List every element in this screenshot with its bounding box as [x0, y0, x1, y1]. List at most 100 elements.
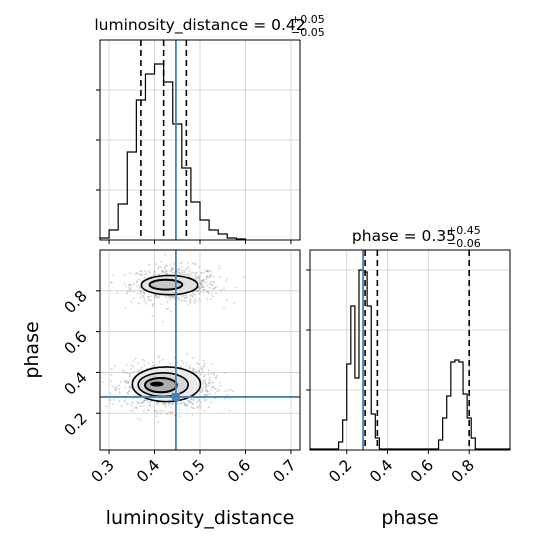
scatter-point	[166, 265, 168, 267]
scatter-point	[143, 291, 146, 294]
scatter-point	[153, 270, 156, 273]
scatter-point	[209, 274, 212, 277]
scatter-point	[193, 302, 196, 305]
scatter-point	[163, 266, 166, 269]
scatter-point	[242, 276, 245, 279]
scatter-point	[113, 386, 116, 389]
scatter-point	[202, 288, 205, 291]
scatter-point	[203, 271, 206, 274]
scatter-point	[124, 386, 127, 389]
y-tick-label: 0.8	[61, 287, 91, 317]
scatter-point	[161, 320, 164, 323]
scatter-point	[178, 408, 181, 411]
scatter-point	[214, 392, 217, 395]
scatter-point	[162, 271, 165, 274]
scatter-point	[147, 298, 150, 301]
scatter-point	[177, 297, 180, 300]
scatter-point	[187, 401, 190, 403]
scatter-point	[196, 290, 199, 292]
scatter-point	[198, 370, 200, 373]
tick-marks	[96, 290, 292, 454]
scatter-point	[199, 282, 202, 285]
scatter-point	[167, 412, 169, 415]
scatter-point	[197, 405, 200, 408]
scatter-point	[130, 404, 133, 407]
scatter-point	[200, 282, 203, 285]
scatter-point	[157, 421, 160, 423]
scatter-point	[226, 394, 229, 396]
scatter-point	[204, 269, 207, 272]
scatter-point	[154, 410, 157, 413]
scatter-point	[199, 378, 202, 381]
scatter-point	[200, 367, 203, 370]
scatter-point	[205, 389, 208, 392]
scatter-point	[206, 270, 208, 273]
scatter-point	[149, 404, 151, 406]
scatter-point	[213, 281, 216, 284]
scatter-point	[128, 385, 131, 388]
scatter-point	[140, 402, 143, 404]
quantile-lines	[364, 250, 470, 450]
scatter-point	[192, 368, 195, 371]
scatter-point	[163, 402, 166, 404]
scatter-point	[170, 411, 172, 414]
histogram-step-line	[99, 63, 247, 240]
scatter-point	[179, 272, 182, 275]
scatter-point	[178, 415, 181, 418]
scatter-point	[138, 278, 140, 281]
scatter-point	[139, 296, 142, 299]
scatter-point	[136, 285, 139, 288]
scatter-point	[181, 295, 184, 298]
scatter-point	[210, 274, 213, 277]
scatter-point	[164, 405, 167, 408]
truth-marker	[171, 392, 180, 401]
scatter-point	[154, 410, 157, 412]
scatter-point	[139, 289, 142, 292]
density-contour	[148, 278, 184, 291]
scatter-point	[162, 270, 165, 272]
scatter-point	[205, 278, 208, 281]
scatter-point	[179, 299, 181, 301]
scatter-point	[208, 381, 211, 384]
scatter-point	[143, 276, 146, 278]
scatter-point	[183, 401, 186, 404]
scatter-point	[214, 388, 216, 391]
scatter-point	[192, 407, 195, 410]
scatter-point	[197, 399, 199, 402]
scatter-point	[206, 276, 209, 279]
scatter-point	[143, 401, 145, 404]
scatter-point	[155, 401, 158, 404]
scatter-point	[157, 296, 160, 299]
scatter-point	[137, 370, 140, 373]
title-phase-sub: −0.06	[447, 237, 481, 250]
tick-marks	[96, 89, 292, 244]
scatter-point	[114, 387, 117, 390]
scatter-point	[130, 300, 133, 303]
scatter-point	[110, 367, 113, 370]
scatter-point	[203, 286, 206, 288]
scatter-point	[111, 385, 113, 388]
y-axis-label-phase: phase	[21, 321, 43, 378]
scatter-point	[200, 283, 203, 286]
scatter-point	[170, 402, 172, 405]
scatter-point	[182, 362, 185, 365]
scatter-point	[201, 286, 204, 289]
scatter-point	[162, 358, 164, 361]
scatter-point	[205, 393, 208, 396]
scatter-point	[165, 307, 168, 310]
scatter-point	[186, 273, 189, 276]
scatter-point	[144, 300, 146, 303]
y-tick-label: 0.4	[61, 369, 91, 399]
scatter-point	[164, 295, 167, 297]
scatter-point	[134, 394, 137, 396]
scatter-point	[170, 406, 172, 409]
scatter-point	[186, 404, 188, 407]
scatter-point	[137, 273, 140, 276]
scatter-point	[192, 369, 194, 372]
scatter-point	[171, 297, 174, 300]
scatter-point	[198, 298, 201, 300]
scatter-point	[123, 370, 126, 373]
scatter-point	[232, 390, 234, 393]
scatter-point	[206, 297, 209, 300]
scatter-point	[209, 393, 212, 395]
